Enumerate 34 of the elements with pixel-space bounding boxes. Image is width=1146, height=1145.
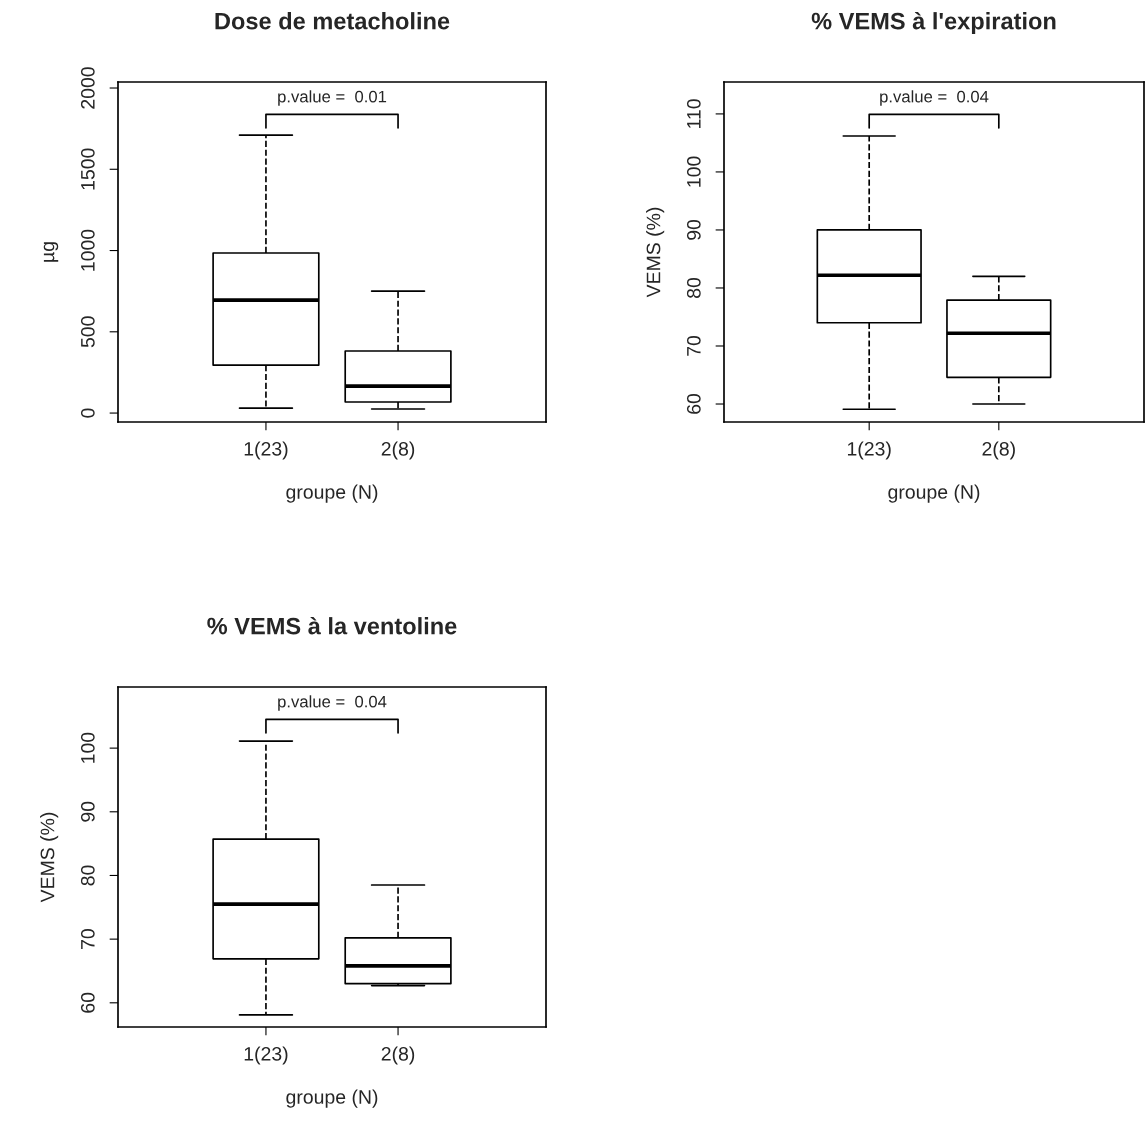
y-tick-label: 110 xyxy=(686,99,701,128)
x-tick-label: 2(8) xyxy=(381,441,415,460)
annotation: p.value = 0.04 xyxy=(278,695,387,711)
x-tick-label: 1(23) xyxy=(244,441,288,460)
x-tick-label: 2(8) xyxy=(982,441,1015,460)
y-tick-label: 70 xyxy=(80,929,95,949)
y-axis-title: VEMS (%) xyxy=(40,812,59,903)
y-tick-label: 500 xyxy=(80,316,95,348)
x-tick-label: 1(23) xyxy=(847,441,891,460)
y-tick-label: 80 xyxy=(686,277,701,298)
y-axis-title: VEMS (%) xyxy=(646,207,665,298)
y-tick-label: 80 xyxy=(80,865,95,886)
y-tick-label: 1000 xyxy=(80,229,95,271)
y-tick-label: 60 xyxy=(80,992,95,1013)
chart-title: % VEMS à l'expiration xyxy=(811,11,1056,35)
y-tick-label: 1500 xyxy=(80,148,95,190)
chart-title: % VEMS à la ventoline xyxy=(207,616,457,635)
y-tick-label: 70 xyxy=(686,335,701,356)
x-tick-label: 2(8) xyxy=(381,1046,415,1065)
x-axis-title: groupe (N) xyxy=(888,484,980,503)
annotation: p.value = 0.01 xyxy=(278,90,387,106)
annotation: p.value = 0.04 xyxy=(880,90,989,106)
x-tick-label: 1(23) xyxy=(244,1046,288,1065)
y-tick-label: 2000 xyxy=(80,67,95,109)
chart-title: Dose de metacholine xyxy=(215,12,450,30)
y-tick-label: 90 xyxy=(686,219,701,240)
y-tick-label: 100 xyxy=(686,156,701,187)
y-tick-label: 60 xyxy=(686,393,701,414)
y-tick-label: 100 xyxy=(80,732,95,763)
y-tick-label: 0 xyxy=(80,408,95,418)
x-axis-title: groupe (N) xyxy=(286,1089,378,1108)
x-axis-title: groupe (N) xyxy=(286,484,378,503)
y-axis-title: µg xyxy=(43,242,59,262)
y-tick-label: 90 xyxy=(80,801,95,822)
